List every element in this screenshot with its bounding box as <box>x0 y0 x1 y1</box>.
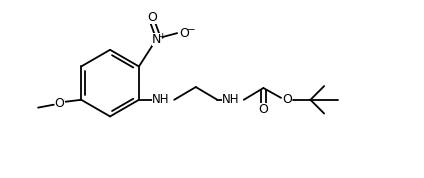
Text: O: O <box>148 11 158 24</box>
Text: NH: NH <box>152 93 169 106</box>
Text: O: O <box>179 27 189 40</box>
Text: O: O <box>55 97 64 110</box>
Text: N: N <box>152 33 161 46</box>
Text: +: + <box>158 32 166 41</box>
Text: −: − <box>187 25 195 35</box>
Text: O: O <box>282 93 292 106</box>
Text: O: O <box>259 103 268 116</box>
Text: NH: NH <box>222 93 240 106</box>
